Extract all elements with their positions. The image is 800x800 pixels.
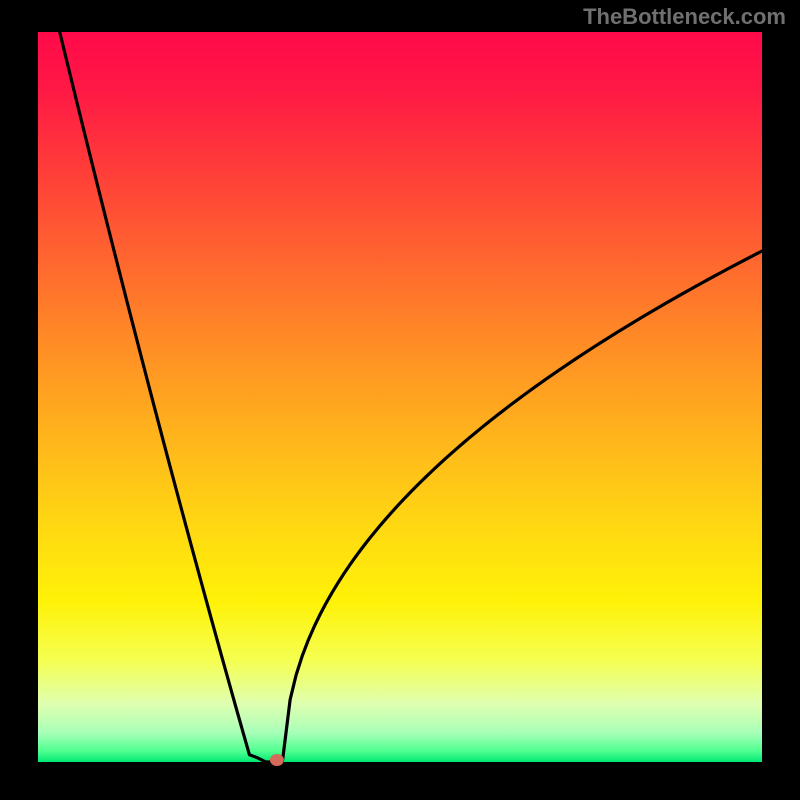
plot-background	[38, 32, 762, 762]
watermark-text: TheBottleneck.com	[583, 4, 786, 30]
dip-marker	[270, 754, 284, 766]
bottleneck-chart	[0, 0, 800, 800]
